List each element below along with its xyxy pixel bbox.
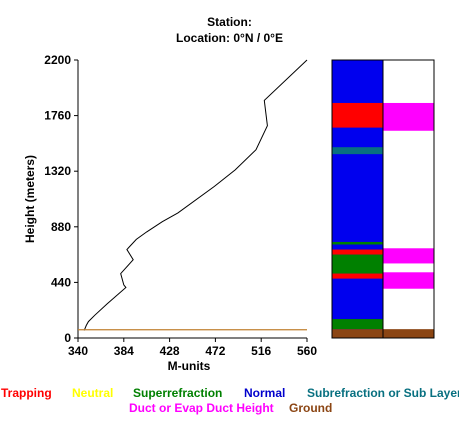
x-tick-label: 340 [68,344,88,358]
x-tick-label: 560 [297,344,317,358]
layer-band [332,319,383,330]
layer-band [332,329,383,338]
layer-band [332,147,383,155]
layer-band [332,273,383,279]
layer-band [383,248,434,264]
layer-band [332,249,383,255]
duct-height-column [382,59,435,339]
y-axis-label: Height (meters) [23,155,37,243]
legend-row-2: Duct or Evap Duct Height Ground [0,401,459,417]
column-background [383,60,434,338]
x-tick-label: 384 [114,344,134,358]
x-tick-label: 428 [160,344,180,358]
layer-band [332,102,383,128]
legend-item: Normal [244,386,286,400]
x-tick-label: 472 [205,344,225,358]
layer-band [332,254,383,274]
location-label: Location: 0°N / 0°E [176,31,283,45]
layer-type-column [331,59,384,339]
station-label: Station: [207,15,252,29]
y-tick-label: 880 [51,220,71,234]
legend-item: Duct or Evap Duct Height [129,401,274,415]
column-border [382,59,435,339]
y-tick-label: 1760 [44,109,71,123]
y-tick-label: 440 [51,275,71,289]
y-tick-label: 1320 [44,164,71,178]
x-axis-label: M-units [168,359,211,373]
layer-band [332,241,383,245]
legend-item: Trapping [1,386,52,400]
column-background [332,60,383,338]
refractivity-chart: 0 440 880 1320 1760 2200 340 384 428 472 516 560 M-… [23,53,435,373]
legend-item: Subrefraction or Sub Layer [307,386,459,400]
legend-item: Superrefraction [133,386,223,400]
legend-row-1: Trapping Neutral Superrefraction Normal Subr… [0,386,459,402]
legend-item: Neutral [72,386,114,400]
layer-band [383,102,434,131]
m-unit-profile-line [83,59,308,331]
layer-band [383,329,434,338]
legend-item: Ground [289,401,333,415]
y-tick-label: 2200 [44,53,71,67]
layer-band [383,272,434,289]
y-tick-label: 0 [64,331,71,345]
x-tick-label: 516 [251,344,271,358]
